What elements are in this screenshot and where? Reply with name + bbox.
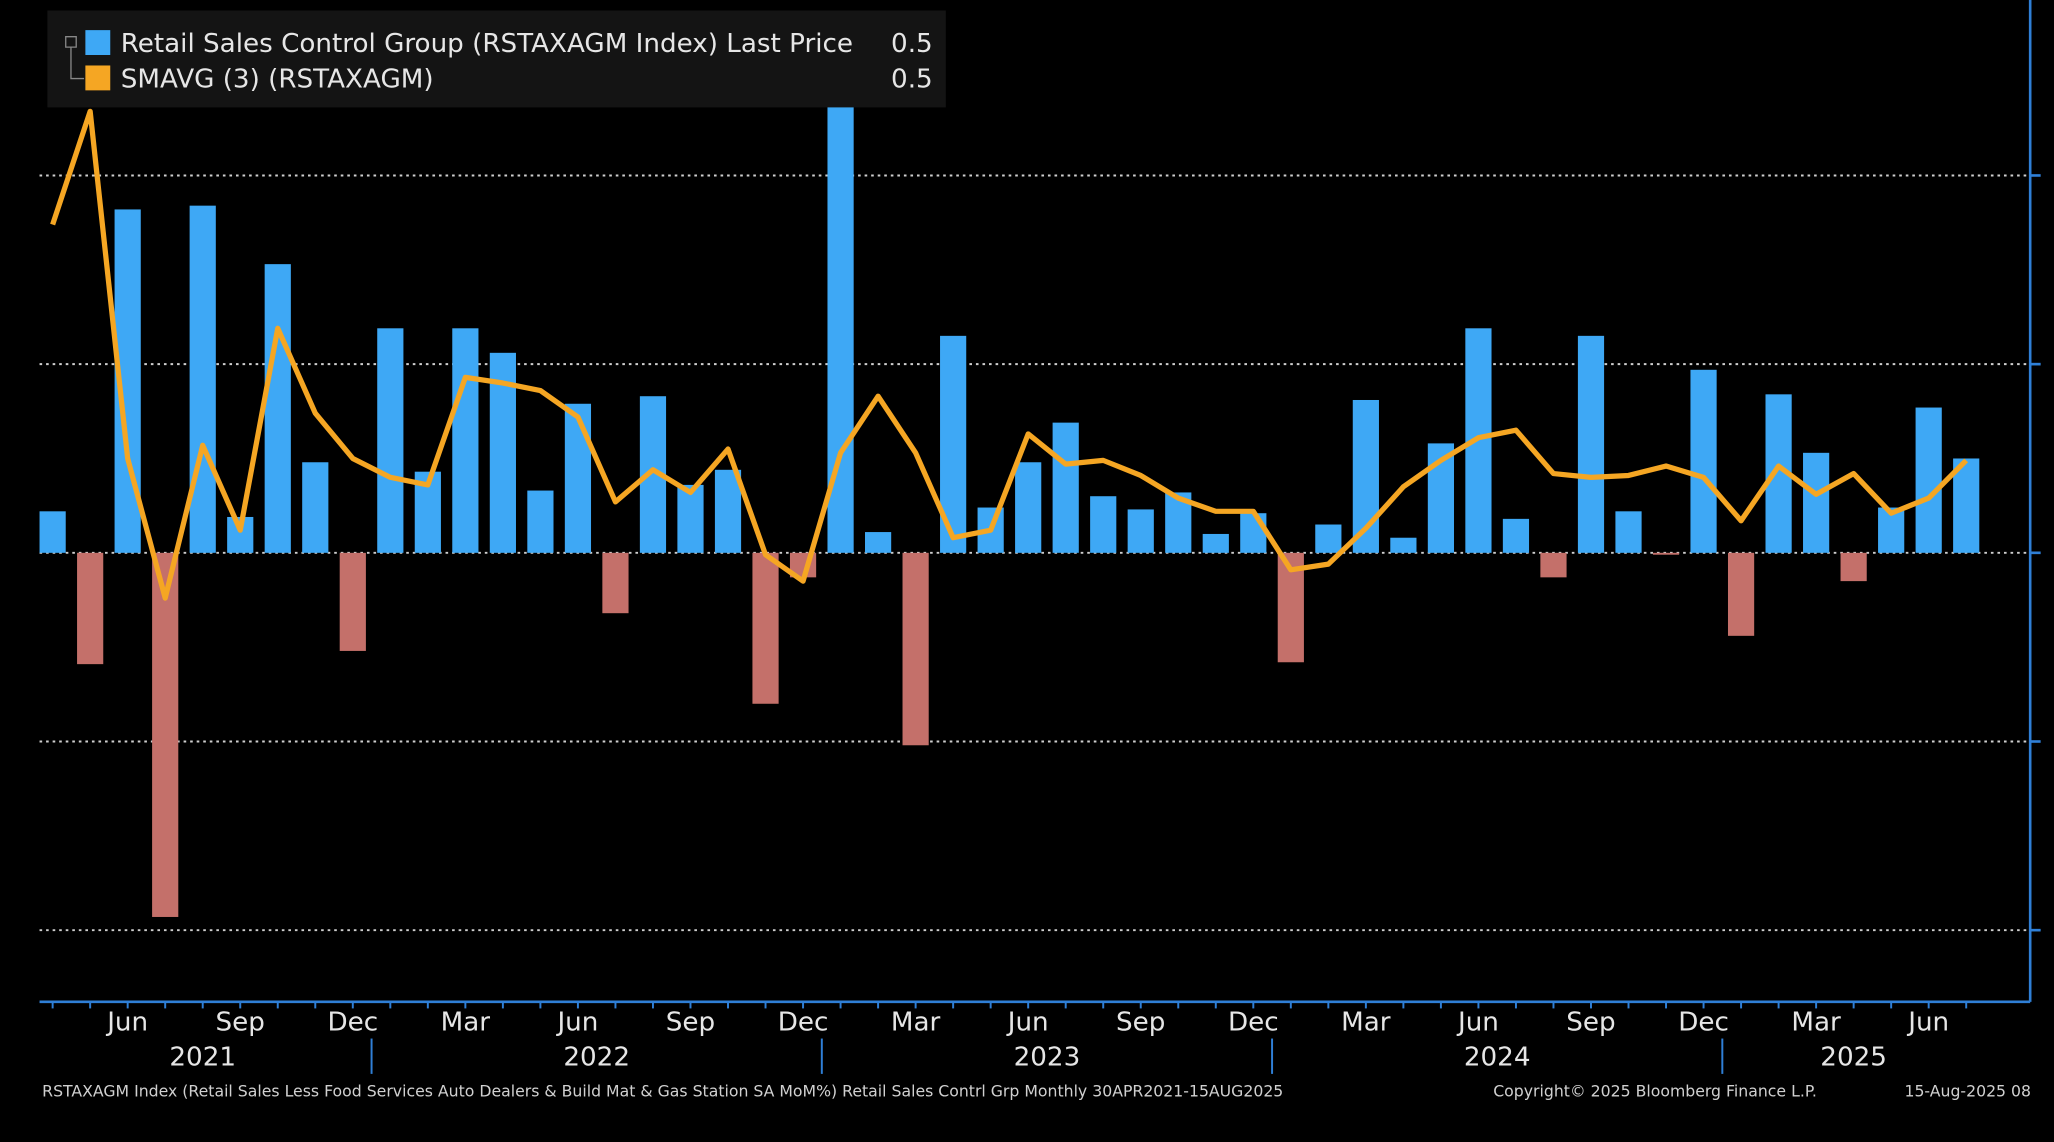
bar — [677, 484, 704, 553]
bar — [1540, 552, 1567, 578]
legend-value: 0.5 — [891, 29, 933, 59]
bar — [1577, 335, 1605, 553]
bar — [527, 490, 554, 553]
bar — [152, 552, 179, 917]
footer-copyright: Copyright© 2025 Bloomberg Finance L.P. — [1493, 1082, 1817, 1101]
bar — [1052, 422, 1079, 553]
bar — [1502, 518, 1530, 553]
bar — [1727, 552, 1755, 636]
plot-area: Jun Sep Dec Mar Jun Sep Dec Mar Jun Sep Dec Mar Jun S… — [39, 0, 2041, 1074]
legend-label: SMAVG (3) (RSTAXAGM) — [121, 64, 434, 94]
bar — [602, 552, 629, 614]
legend-swatch — [85, 65, 111, 91]
bar — [189, 205, 216, 553]
x-tick-label: Sep — [666, 1007, 715, 1037]
bar — [1090, 496, 1117, 553]
bar — [77, 552, 104, 665]
x-year-label: 2021 — [169, 1043, 236, 1073]
footer-source: RSTAXAGM Index (Retail Sales Less Food S… — [42, 1082, 1283, 1101]
bar — [1202, 533, 1229, 553]
x-tick-label: Jun — [1456, 1007, 1499, 1037]
bar — [1840, 552, 1867, 582]
x-tick-label: Mar — [1341, 1007, 1391, 1037]
bar — [1240, 513, 1267, 553]
x-tick-label: Sep — [216, 1007, 265, 1037]
bar — [1915, 407, 1942, 553]
x-year-label: 2023 — [1014, 1043, 1081, 1073]
bar — [864, 532, 892, 553]
bar — [1615, 511, 1642, 553]
bar — [1803, 452, 1830, 553]
x-year-label: 2025 — [1820, 1043, 1887, 1073]
x-tick-label: Jun — [105, 1007, 148, 1037]
x-tick-label: Dec — [327, 1007, 378, 1037]
x-tick-label: Jun — [1006, 1007, 1049, 1037]
legend-value: 0.5 — [891, 64, 933, 94]
x-tick-label: Dec — [1228, 1007, 1279, 1037]
bar — [564, 403, 592, 553]
bar — [1652, 552, 1680, 555]
bar — [452, 328, 479, 553]
x-tick-label: Dec — [1678, 1007, 1729, 1037]
x-tick-label: Mar — [891, 1007, 941, 1037]
legend-label: Retail Sales Control Group (RSTAXAGM Ind… — [121, 29, 853, 59]
bar — [1127, 509, 1154, 553]
x-year-label: 2024 — [1464, 1043, 1531, 1073]
legend-box — [47, 10, 946, 108]
bar — [39, 511, 66, 553]
x-tick-label: Sep — [1566, 1007, 1615, 1037]
x-tick-label: Jun — [555, 1007, 598, 1037]
footer-timestamp: 15-Aug-2025 08 — [1904, 1082, 2031, 1101]
bar — [752, 552, 779, 704]
bar — [1015, 462, 1042, 553]
bar — [1390, 537, 1417, 553]
sma-line — [50, 108, 1969, 601]
x-tick-label: Dec — [778, 1007, 829, 1037]
legend-tree — [65, 36, 85, 80]
bar — [1953, 458, 1980, 553]
bar — [902, 552, 929, 746]
bar — [302, 462, 329, 553]
bar — [1690, 369, 1717, 553]
bar — [377, 328, 404, 553]
bar — [1315, 524, 1342, 553]
x-tick-label: Sep — [1116, 1007, 1165, 1037]
bar — [339, 552, 366, 651]
bar — [714, 469, 742, 553]
legend-swatch — [85, 30, 111, 56]
bar — [264, 264, 291, 553]
x-tick-label: Mar — [441, 1007, 491, 1037]
x-tick-label: Mar — [1791, 1007, 1841, 1037]
x-tick-label: Jun — [1906, 1007, 1949, 1037]
x-year-label: 2022 — [563, 1043, 630, 1073]
